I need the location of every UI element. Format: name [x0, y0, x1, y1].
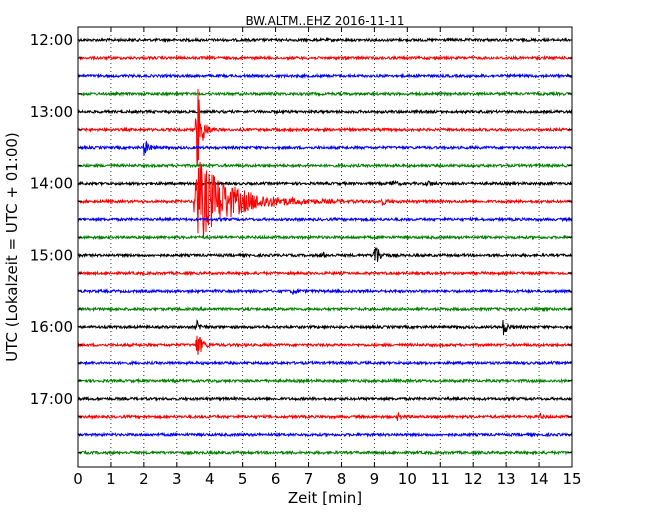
- y-tick-label: 13:00: [30, 103, 73, 121]
- trace-1715: [77, 411, 573, 421]
- trace-1530: [77, 287, 573, 295]
- x-tick-label: 11: [431, 470, 450, 488]
- trace-1400: [77, 179, 573, 187]
- trace-1345: [77, 162, 573, 169]
- x-tick-label: 2: [139, 470, 149, 488]
- x-tick-label: 0: [73, 470, 83, 488]
- trace-1215: [77, 54, 573, 62]
- y-tick-label: 15:00: [30, 246, 73, 264]
- chart-title: BW.ALTM..EHZ 2016-11-11: [245, 14, 404, 28]
- x-tick-label: 9: [370, 470, 380, 488]
- traces: [77, 36, 573, 456]
- trace-1200: [77, 36, 573, 44]
- trace-1415: [77, 161, 573, 238]
- trace-1645: [77, 377, 573, 385]
- x-tick-label: 15: [562, 470, 581, 488]
- trace-1330: [77, 140, 573, 156]
- plot-frame: [77, 26, 573, 468]
- x-axis-label: Zeit [min]: [288, 489, 362, 507]
- y-tick-label: 17:00: [30, 390, 73, 408]
- trace-1300: [77, 108, 573, 115]
- x-tick-label: 6: [271, 470, 281, 488]
- x-tick-label: 14: [530, 470, 549, 488]
- trace-1230: [77, 72, 573, 79]
- trace-1245: [77, 90, 573, 98]
- y-tick-label: 14:00: [30, 175, 73, 193]
- x-axis: 0 1 2 3 4 5 6 7 8 9 10 11 12 13 14 15: [73, 27, 582, 488]
- y-tick-label: 12:00: [30, 31, 73, 49]
- trace-1745: [77, 449, 573, 456]
- trace-1630: [77, 359, 573, 367]
- y-tick-label: 16:00: [30, 318, 73, 336]
- trace-1700: [77, 395, 573, 402]
- trace-1315: [77, 89, 573, 167]
- x-tick-label: 1: [106, 470, 116, 488]
- x-tick-label: 12: [464, 470, 483, 488]
- trace-1600: [77, 319, 573, 336]
- trace-1430: [77, 216, 573, 223]
- y-axis: 12:00 13:00 14:00 15:00 16:00 17:00: [30, 31, 572, 454]
- x-tick-label: 3: [172, 470, 182, 488]
- trace-1545: [77, 305, 573, 313]
- x-tick-label: 13: [497, 470, 516, 488]
- trace-1500: [77, 247, 573, 262]
- x-tick-label: 8: [337, 470, 347, 488]
- x-tick-label: 5: [238, 470, 248, 488]
- trace-1730: [77, 431, 573, 438]
- trace-1445: [77, 234, 573, 241]
- x-tick-label: 4: [205, 470, 215, 488]
- x-tick-label: 10: [398, 470, 417, 488]
- trace-1615: [77, 335, 573, 355]
- grid: [110, 27, 540, 467]
- trace-1515: [77, 270, 573, 277]
- y-axis-label: UTC (Lokalzeit = UTC + 01:00): [3, 132, 21, 362]
- x-tick-label: 7: [304, 470, 314, 488]
